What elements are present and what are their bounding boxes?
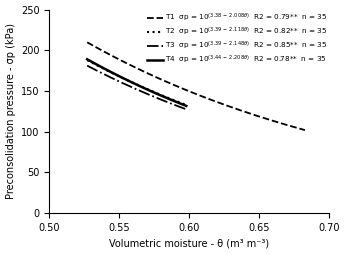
Legend: T1  σp = 10$^{(3.38\,-\,2.008\theta)}$  R2 = 0.79**  n = 35, T2  σp = 10$^{(3.39: T1 σp = 10$^{(3.38\,-\,2.008\theta)}$ R2…: [146, 11, 328, 67]
Y-axis label: Preconsolidation pressure - σp (kPa): Preconsolidation pressure - σp (kPa): [6, 23, 16, 199]
X-axis label: Volumetric moisture - θ (m³ m⁻³): Volumetric moisture - θ (m³ m⁻³): [109, 239, 269, 248]
